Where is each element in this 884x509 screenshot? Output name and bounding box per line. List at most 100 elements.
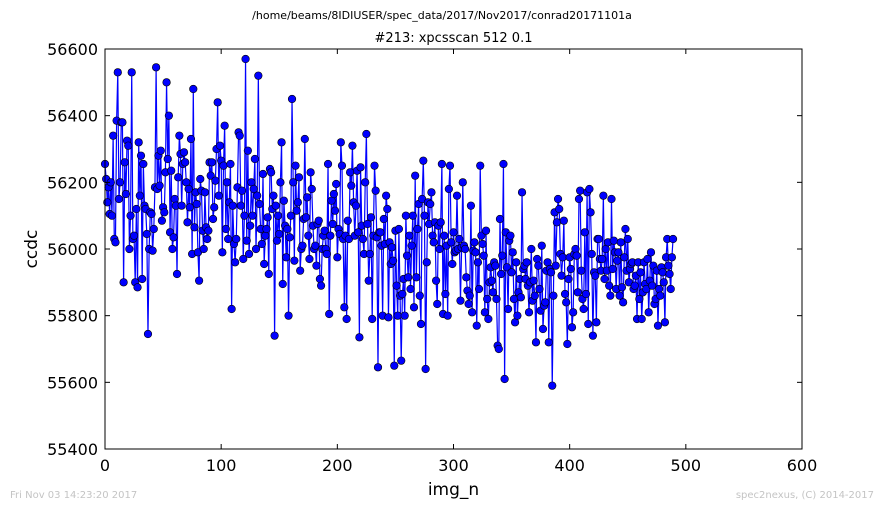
data-point	[576, 186, 585, 195]
data-point	[667, 253, 676, 262]
data-point	[433, 299, 442, 309]
data-point	[322, 249, 331, 259]
data-point	[415, 291, 424, 300]
x-tick-label: 100	[206, 456, 237, 475]
data-point	[315, 274, 325, 284]
data-point	[111, 238, 120, 247]
data-point	[581, 289, 591, 299]
data-point	[513, 311, 522, 320]
data-point	[462, 273, 471, 282]
data-point	[421, 364, 430, 374]
data-point	[292, 206, 301, 215]
data-point	[362, 129, 371, 139]
data-point	[492, 294, 501, 304]
data-point	[618, 298, 628, 307]
data-point	[471, 248, 480, 257]
data-point	[169, 233, 178, 242]
data-point	[232, 234, 241, 244]
data-point	[300, 134, 309, 144]
data-point	[473, 258, 483, 267]
data-point	[235, 131, 244, 140]
data-point	[241, 54, 250, 64]
data-point	[445, 161, 455, 170]
data-point	[646, 248, 656, 257]
data-point	[574, 194, 584, 204]
data-point	[500, 374, 509, 384]
data-point	[467, 308, 477, 317]
data-point	[261, 231, 270, 240]
data-point	[664, 261, 673, 270]
data-point	[155, 181, 164, 190]
data-point	[358, 234, 367, 244]
data-point	[138, 274, 147, 284]
data-point	[296, 266, 305, 275]
data-point	[400, 311, 409, 320]
data-point	[465, 291, 474, 300]
data-point	[294, 173, 304, 182]
data-point	[592, 318, 601, 327]
data-point	[572, 251, 581, 260]
data-point	[435, 244, 444, 254]
data-point	[502, 263, 512, 272]
y-axis-label: ccdc	[22, 230, 42, 269]
data-point	[466, 201, 476, 210]
data-point	[562, 298, 571, 307]
data-point	[174, 173, 183, 182]
data-point	[278, 279, 287, 289]
data-point	[552, 218, 561, 227]
data-point	[621, 224, 630, 234]
data-point	[253, 191, 262, 200]
y-tick-label: 56600	[47, 40, 98, 59]
data-point	[365, 249, 374, 259]
data-point	[427, 188, 436, 197]
data-point	[264, 269, 273, 279]
data-point	[303, 193, 312, 202]
data-point	[170, 194, 179, 204]
data-point	[571, 244, 580, 254]
data-point	[231, 258, 240, 267]
data-point	[458, 178, 467, 187]
data-point	[354, 228, 363, 237]
data-point	[548, 381, 557, 390]
data-point	[298, 241, 307, 250]
data-point	[125, 244, 134, 254]
data-point	[429, 238, 438, 247]
data-point	[586, 208, 595, 217]
data-point	[607, 194, 616, 204]
data-point	[224, 234, 233, 244]
data-point	[127, 68, 136, 77]
data-point	[227, 304, 236, 314]
data-point	[606, 291, 615, 300]
data-point	[387, 243, 397, 252]
data-point	[307, 184, 316, 194]
data-point	[555, 204, 564, 214]
data-point	[269, 191, 278, 200]
data-point	[213, 98, 222, 107]
data-point	[441, 289, 450, 299]
data-point	[239, 254, 248, 264]
y-tick-label: 55600	[47, 373, 98, 392]
data-point	[517, 188, 527, 197]
data-point	[273, 211, 283, 220]
data-point	[598, 254, 607, 264]
data-point	[204, 226, 213, 235]
data-point	[416, 319, 426, 329]
data-point	[172, 269, 182, 279]
data-point	[470, 238, 479, 247]
data-point	[569, 308, 578, 317]
data-point	[206, 171, 215, 180]
data-point	[487, 276, 496, 285]
data-point	[271, 201, 280, 210]
data-point	[599, 191, 608, 200]
data-point	[237, 186, 247, 195]
data-point	[656, 291, 665, 300]
data-point	[643, 254, 652, 264]
data-point	[152, 63, 161, 72]
data-point	[447, 238, 456, 247]
data-point	[136, 151, 146, 160]
data-point	[478, 239, 487, 249]
data-point	[207, 158, 216, 167]
data-point	[132, 204, 141, 214]
data-point	[648, 281, 657, 290]
data-point	[320, 226, 329, 235]
